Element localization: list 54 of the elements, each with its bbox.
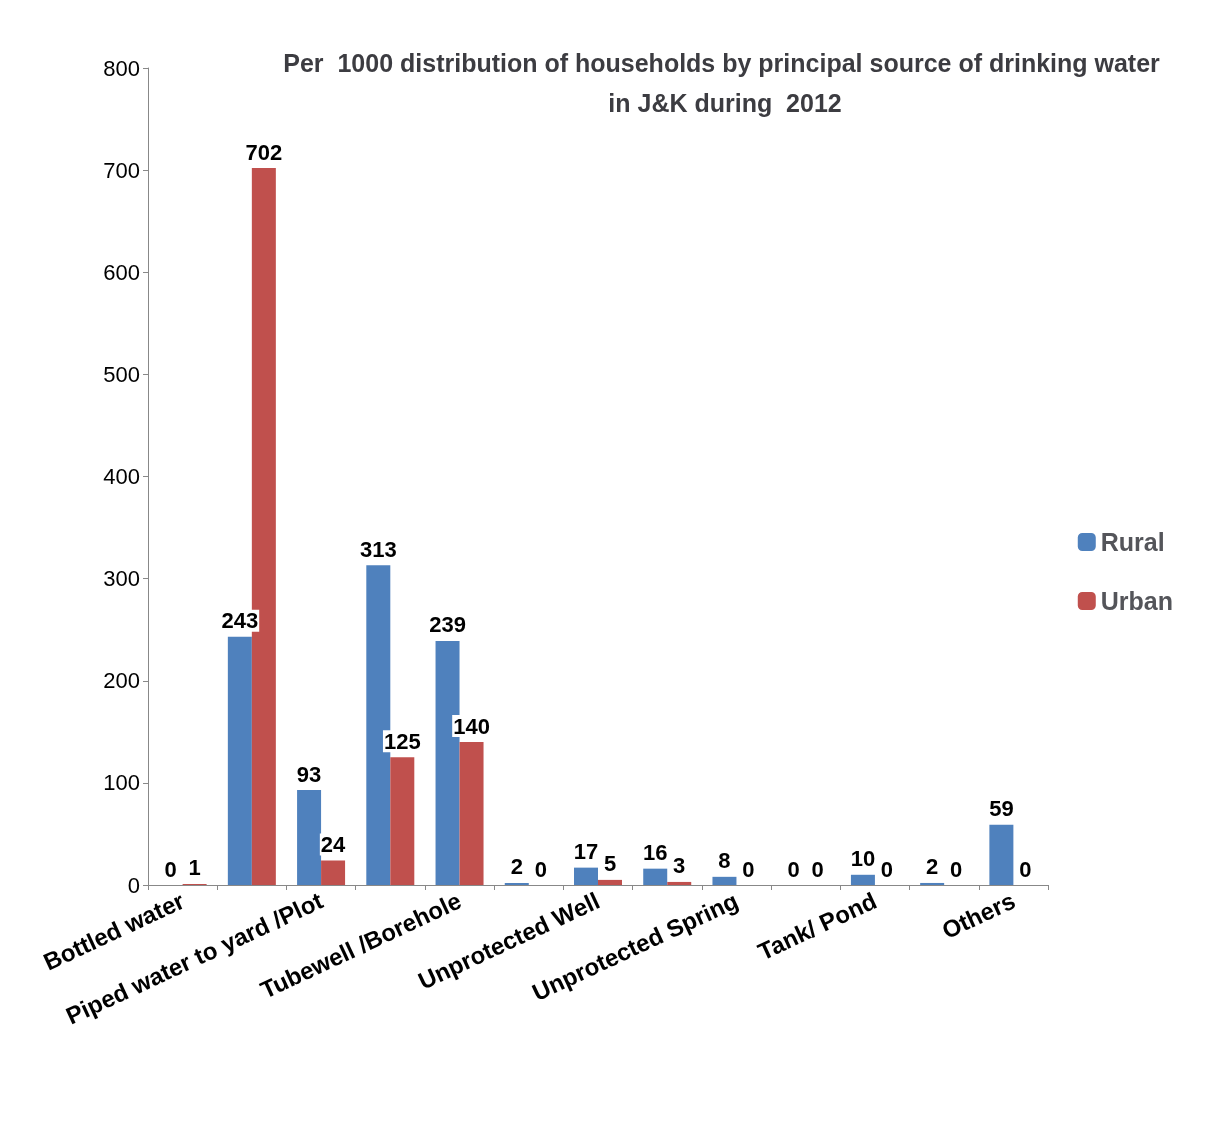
data-label: 125 <box>383 728 421 754</box>
chart-title: Per 1000 distribution of households by principal source of drinking water in J&K during 2012 <box>283 49 1167 117</box>
data-label: 17 <box>573 839 599 865</box>
bar <box>667 881 692 885</box>
y-tick-label: 100 <box>103 770 140 796</box>
data-label: 243 <box>221 608 259 634</box>
bar <box>459 742 484 885</box>
y-tick-label: 700 <box>103 157 140 183</box>
data-label: 0 <box>787 856 800 882</box>
bar <box>850 874 875 885</box>
y-tick-label: 500 <box>103 361 140 387</box>
data-label: 3 <box>673 853 686 879</box>
data-label: 8 <box>718 848 731 874</box>
x-tick-label: Tank/ Pond <box>753 886 881 966</box>
bar <box>390 757 415 885</box>
y-tick-label: 800 <box>103 55 140 81</box>
data-label: 16 <box>642 840 668 866</box>
bar <box>989 824 1014 885</box>
data-label: 1 <box>188 855 201 881</box>
bar <box>297 790 322 885</box>
data-label: 313 <box>359 536 397 562</box>
data-label: 0 <box>534 856 547 882</box>
data-label: 702 <box>245 139 283 165</box>
data-label: 0 <box>164 856 177 882</box>
data-label: 10 <box>850 846 876 872</box>
bar <box>598 879 622 885</box>
data-label: 140 <box>453 713 490 739</box>
data-label: 93 <box>296 761 322 787</box>
data-label: 5 <box>603 851 617 877</box>
y-tick-label: 600 <box>103 259 140 285</box>
x-tick-label: Others <box>937 886 1020 944</box>
data-label: 0 <box>742 856 755 882</box>
data-label: 2 <box>510 854 523 880</box>
bar <box>920 882 945 885</box>
bar <box>227 636 252 885</box>
y-tick-label: 400 <box>103 464 140 489</box>
bar <box>574 867 598 885</box>
data-label: 0 <box>811 856 824 882</box>
data-label: 0 <box>950 856 963 882</box>
data-label: 0 <box>1019 856 1032 882</box>
bar <box>504 882 529 885</box>
data-label: 2 <box>926 854 939 880</box>
y-tick-label: 0 <box>127 872 140 898</box>
y-tick-label: 300 <box>103 566 140 592</box>
bar <box>643 868 668 885</box>
bar <box>321 860 346 885</box>
data-label: 24 <box>320 831 347 857</box>
y-tick-label: 200 <box>103 668 140 694</box>
data-label: 0 <box>880 856 894 882</box>
bar <box>712 876 737 885</box>
data-label: 239 <box>429 612 466 638</box>
data-label: 59 <box>989 796 1014 822</box>
legend-label: Urban <box>1100 587 1174 615</box>
legend-label: Rural <box>1100 528 1165 556</box>
